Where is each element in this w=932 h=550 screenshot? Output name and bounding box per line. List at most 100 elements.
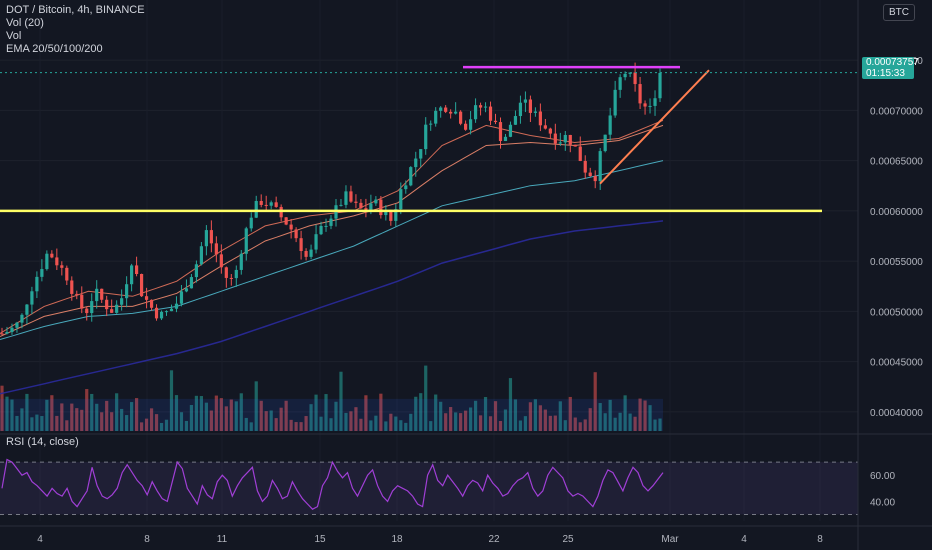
volume-bar: [648, 405, 652, 431]
volume-bar: [234, 401, 238, 431]
currency-badge[interactable]: BTC: [883, 4, 915, 21]
candle-body: [344, 191, 348, 205]
volume-bar: [483, 397, 488, 431]
candle-body: [568, 134, 572, 145]
volume-bar: [239, 393, 243, 431]
candle-body: [95, 288, 99, 302]
volume-bar: [0, 385, 4, 431]
candle-body: [598, 151, 602, 182]
x-tick-label: 18: [391, 534, 403, 545]
volume-bar: [164, 419, 169, 431]
candle-body: [454, 111, 458, 114]
volume-bar: [50, 395, 54, 431]
candle-body: [543, 125, 547, 129]
last-price-value: 0.00073757: [866, 57, 919, 68]
legend-ema[interactable]: EMA 20/50/100/200: [6, 43, 103, 55]
candle-body: [115, 304, 119, 313]
volume-bar: [324, 394, 328, 431]
volume-bar: [274, 418, 278, 431]
volume-bar: [329, 418, 333, 431]
candle-body: [5, 332, 9, 334]
candle-body: [80, 294, 84, 309]
rsi-legend[interactable]: RSI (14, close): [6, 436, 79, 448]
volume-bar: [558, 401, 562, 431]
volume-bar: [588, 408, 592, 431]
candle-body: [548, 128, 552, 134]
candle-body: [528, 99, 533, 113]
volume-bar: [179, 412, 184, 431]
candle-body: [488, 106, 493, 121]
volume-bar: [20, 408, 24, 431]
volume-bar: [319, 416, 323, 431]
x-tick-label: 11: [217, 534, 228, 545]
volume-bar: [199, 396, 203, 431]
candle-body: [449, 111, 453, 114]
legend-vol20[interactable]: Vol (20): [6, 17, 44, 29]
volume-bar: [125, 415, 129, 431]
volume-bar: [613, 417, 617, 431]
candle-body: [404, 185, 408, 190]
volume-bar: [100, 412, 104, 431]
volume-bar: [523, 416, 528, 431]
candle-body: [204, 230, 208, 247]
candle-body: [508, 124, 513, 137]
drawings[interactable]: [0, 65, 858, 213]
volume-bar: [364, 395, 368, 431]
candle-body: [229, 277, 233, 279]
last-price-tag: 0.00073757 01:15:33: [862, 57, 919, 79]
y-tick-label: 0.00065000: [870, 157, 923, 168]
volume-bar: [533, 399, 537, 431]
volume-bar: [633, 416, 637, 431]
candle-body: [329, 218, 333, 226]
volume-bar: [130, 402, 134, 431]
y-tick-label: 0.00040000: [870, 408, 923, 419]
candle-body: [244, 228, 248, 254]
volume-bar: [508, 378, 513, 431]
rsi-line: [1, 458, 664, 510]
candle-body: [75, 293, 79, 295]
candle-body: [314, 234, 318, 250]
ema-lines: [0, 119, 664, 395]
candle-body: [354, 201, 358, 203]
ema-line: [0, 124, 664, 337]
y-tick-label: 0.00055000: [870, 257, 923, 268]
volume-bar: [628, 413, 632, 431]
volume-bar: [414, 396, 418, 431]
candle-body: [25, 304, 29, 315]
candle-body: [633, 72, 637, 85]
legend-vol[interactable]: Vol: [6, 30, 22, 42]
volume-bar: [409, 413, 413, 431]
volume-bar: [334, 401, 338, 431]
candle-body: [643, 103, 647, 107]
volume-bar: [85, 389, 89, 431]
symbol-title[interactable]: DOT / Bitcoin, 4h, BINANCE: [6, 4, 145, 16]
volume-bar: [548, 415, 552, 431]
candle-body: [628, 72, 632, 74]
volume-bar: [5, 396, 9, 431]
volume-bar: [384, 421, 388, 431]
candle-body: [144, 296, 149, 300]
volume-bar: [139, 422, 144, 431]
candle-body: [30, 291, 34, 305]
volume-bar: [279, 407, 283, 431]
candle-body: [110, 309, 114, 313]
candle-body: [498, 122, 503, 142]
candle-body: [0, 333, 4, 335]
candle-body: [90, 301, 94, 314]
candle-body: [105, 299, 109, 310]
candle-body: [349, 191, 353, 202]
candle-body: [299, 238, 303, 252]
volume-bar: [618, 412, 622, 431]
candle-body: [563, 134, 567, 143]
candle-body: [578, 146, 582, 161]
volume-bar: [194, 395, 199, 431]
volume-bar: [439, 401, 443, 431]
candle-body: [269, 202, 273, 206]
volume-bar: [578, 422, 582, 431]
candle-body: [473, 105, 478, 120]
volume-bar: [174, 395, 179, 431]
candle-body: [309, 249, 313, 257]
volume-bar: [289, 419, 293, 431]
volume-bar: [454, 412, 458, 431]
